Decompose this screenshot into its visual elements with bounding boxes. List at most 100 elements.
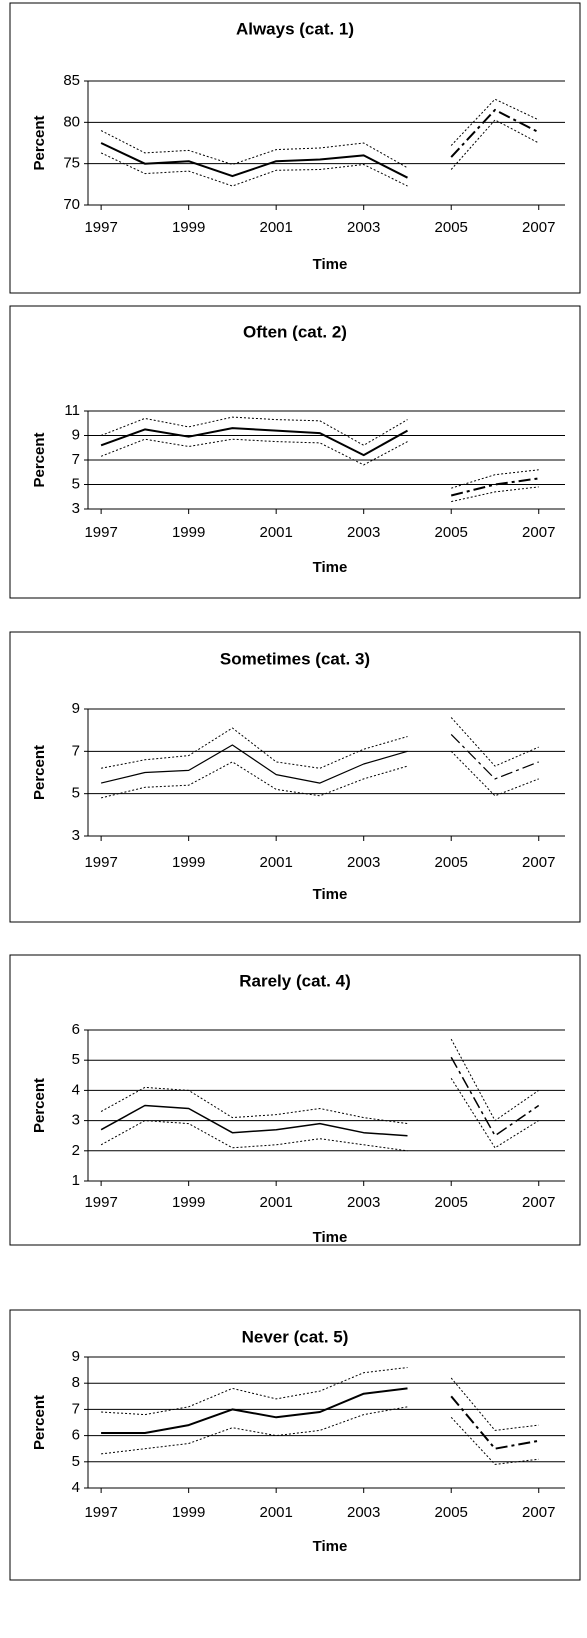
x-tick-label: 1999 (172, 219, 205, 236)
x-tick-label: 2001 (259, 1504, 292, 1521)
panel-border (9, 2, 581, 294)
series-line (450, 750, 539, 797)
x-tick-label: 2001 (259, 1194, 292, 1211)
series-line (450, 98, 539, 146)
x-axis-label: Time (313, 559, 348, 576)
x-tick-label: 2003 (347, 1194, 380, 1211)
y-tick-label: 3 (72, 1112, 80, 1129)
y-tick-label: 5 (72, 1051, 80, 1068)
y-tick-label: 7 (72, 1400, 80, 1417)
x-tick-label: 1999 (172, 524, 205, 541)
x-axis-label: Time (313, 256, 348, 273)
series-line (100, 416, 408, 446)
series-line (451, 486, 539, 503)
y-tick-label: 6 (72, 1021, 80, 1038)
chart-title: Always (cat. 1) (236, 19, 354, 38)
series-line (101, 1387, 408, 1434)
x-tick-label: 2001 (259, 854, 292, 871)
x-tick-label: 2003 (347, 219, 380, 236)
y-tick-label: 7 (72, 742, 80, 759)
series-line (100, 744, 408, 784)
chart-title: Often (cat. 2) (243, 322, 347, 341)
y-tick-label: 70 (63, 196, 80, 213)
panel-border (9, 305, 581, 599)
x-tick-label: 2005 (435, 219, 468, 236)
x-tick-label: 1997 (84, 1504, 117, 1521)
x-tick-label: 2005 (435, 1194, 468, 1211)
panel-border (9, 631, 581, 923)
chart-panel: Never (cat. 5) Percent Time 4 5 6 7 8 9 1997 1999 2… (9, 1309, 581, 1581)
series-line (450, 1038, 539, 1122)
series-line (101, 727, 408, 769)
y-tick-label: 80 (63, 113, 80, 130)
x-tick-label: 1999 (172, 1504, 205, 1521)
panel-border (9, 1309, 581, 1581)
series-line (450, 1395, 539, 1450)
series-line (100, 142, 408, 179)
y-axis-label: Percent (31, 745, 48, 800)
chart-panel: Often (cat. 2) Percent Time 3 5 7 9 11 1997 1999 2… (9, 305, 581, 599)
x-tick-label: 2007 (522, 854, 555, 871)
series-line (101, 1406, 408, 1455)
x-axis-label: Time (313, 1538, 348, 1555)
y-tick-label: 5 (72, 1453, 80, 1470)
x-tick-label: 2003 (347, 524, 380, 541)
series-line (450, 108, 540, 158)
chart-title: Never (cat. 5) (242, 1327, 349, 1346)
series-line (451, 469, 539, 489)
chart-title: Sometimes (cat. 3) (220, 649, 370, 668)
y-tick-label: 1 (72, 1172, 80, 1189)
series-line (450, 1377, 539, 1431)
series-line (450, 733, 539, 780)
y-axis-label: Percent (31, 432, 48, 487)
chart-panel: Rarely (cat. 4) Percent Time 1 2 3 4 5 6 1997 1999… (9, 954, 581, 1246)
chart-panel: Sometimes (cat. 3) Percent Time 3 5 7 9 1997 199… (9, 631, 581, 923)
series-line (100, 761, 408, 799)
series-line (100, 427, 408, 457)
panel-border (9, 954, 581, 1246)
x-tick-label: 2003 (347, 854, 380, 871)
x-tick-label: 1999 (172, 1194, 205, 1211)
x-tick-label: 2001 (259, 524, 292, 541)
x-tick-label: 2007 (522, 219, 555, 236)
y-tick-label: 9 (72, 700, 80, 717)
y-axis-label: Percent (31, 1078, 48, 1133)
y-tick-label: 9 (72, 1348, 80, 1365)
series-line (450, 1078, 539, 1149)
y-tick-label: 3 (72, 827, 80, 844)
series-line (100, 438, 408, 466)
y-tick-label: 2 (72, 1142, 80, 1159)
y-tick-label: 85 (63, 72, 80, 89)
x-tick-label: 1997 (84, 1194, 117, 1211)
x-tick-label: 2005 (435, 1504, 468, 1521)
y-tick-label: 9 (72, 426, 80, 443)
x-tick-label: 2007 (522, 524, 555, 541)
x-tick-label: 2005 (435, 524, 468, 541)
chart-panel: Always (cat. 1) Percent Time 70 75 80 85 1997 19… (9, 2, 581, 294)
x-tick-label: 2003 (347, 1504, 380, 1521)
x-axis-label: Time (313, 1229, 348, 1246)
x-tick-label: 1997 (84, 524, 117, 541)
series-line (450, 1416, 539, 1465)
series-line (100, 1120, 408, 1152)
series-line (450, 717, 539, 767)
series-line (100, 1104, 408, 1137)
y-tick-label: 3 (72, 500, 80, 517)
x-axis-label: Time (313, 886, 348, 903)
y-tick-label: 4 (72, 1081, 80, 1098)
series-line (100, 1086, 408, 1125)
x-tick-label: 2007 (522, 1194, 555, 1211)
x-tick-label: 2001 (259, 219, 292, 236)
series-line (101, 1367, 408, 1416)
x-tick-label: 2007 (522, 1504, 555, 1521)
y-axis-label: Percent (31, 115, 48, 170)
y-tick-label: 8 (72, 1374, 80, 1391)
y-tick-label: 4 (72, 1479, 80, 1496)
y-tick-label: 5 (72, 785, 80, 802)
series-line (450, 477, 539, 497)
series-line (100, 152, 408, 187)
x-tick-label: 1999 (172, 854, 205, 871)
series-line (450, 119, 539, 170)
